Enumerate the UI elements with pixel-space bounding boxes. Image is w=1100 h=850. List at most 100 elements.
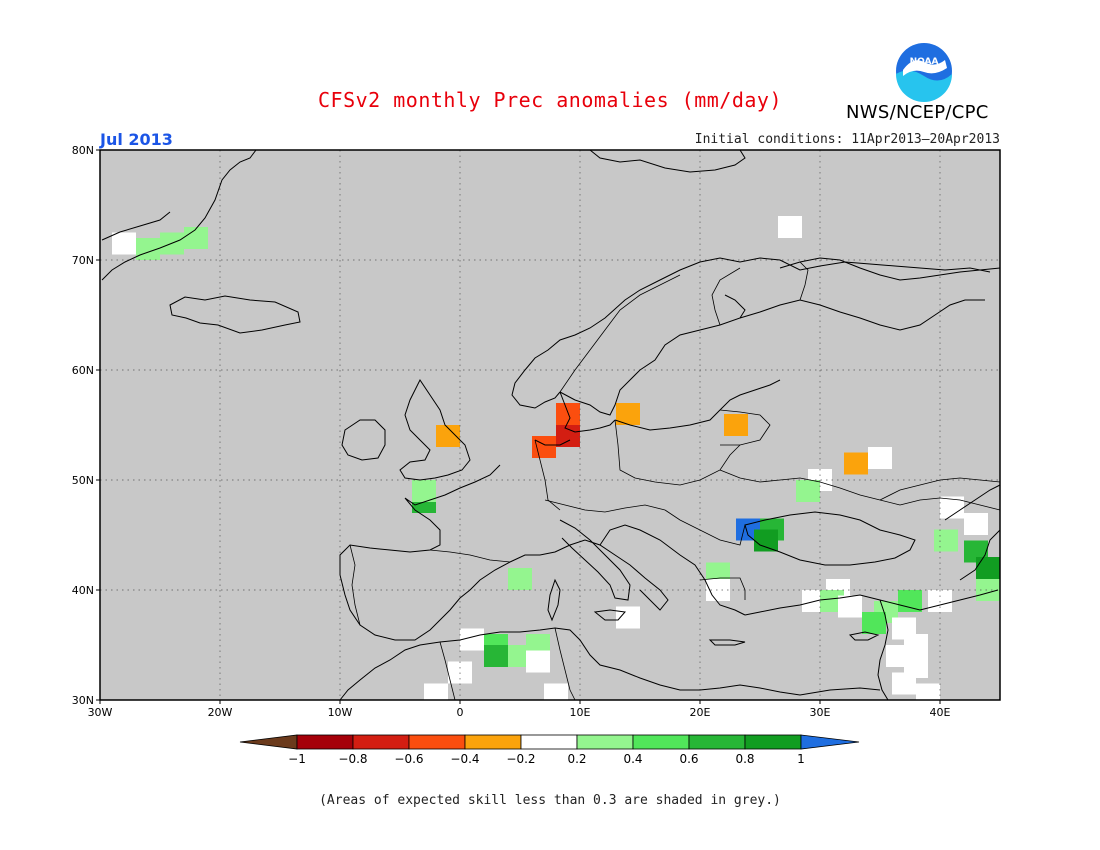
anomaly-cell	[526, 650, 550, 673]
coast-anatolia	[744, 589, 999, 616]
map-title: CFSv2 monthly Prec anomalies (mm/day)	[317, 88, 783, 112]
lon-tick-label: 40E	[930, 706, 951, 719]
lat-tick-label: 70N	[72, 254, 94, 267]
legend-swatch	[296, 734, 354, 750]
lat-tick-label: 80N	[72, 144, 94, 157]
coast-mediterranean-north	[509, 524, 746, 616]
coast-sicily	[593, 609, 626, 621]
anomaly-cell	[544, 683, 568, 706]
border-poland	[614, 419, 741, 486]
coast-greenland	[101, 149, 257, 281]
anomaly-cell	[112, 232, 136, 255]
border-france-spain	[429, 549, 511, 563]
anomaly-cell	[844, 452, 868, 475]
lat-tick-label: 40N	[72, 584, 94, 597]
legend-left-arrow	[239, 734, 298, 750]
anomaly-cell	[976, 557, 1000, 579]
lat-tick-label: 30N	[72, 694, 94, 707]
legend-label: 0.2	[567, 752, 586, 766]
border-caucasus	[899, 497, 1001, 511]
color-legend: −1 −0.8 −0.6 −0.4 −0.2 0.2 0.4 0.6 0.8 1	[239, 734, 860, 766]
legend-label: 1	[797, 752, 805, 766]
anomaly-cell	[184, 227, 208, 249]
anomaly-cell	[616, 403, 640, 425]
lon-tick-label: 10E	[570, 706, 591, 719]
lon-tick-label: 0	[457, 706, 464, 719]
legend-swatch	[352, 734, 410, 750]
anomaly-cell	[898, 590, 922, 612]
anomaly-cell	[838, 595, 862, 618]
coast-denmark-germany	[534, 391, 616, 446]
legend-label: −0.8	[338, 752, 367, 766]
border-germany-france	[534, 439, 561, 511]
legend-swatch	[464, 734, 522, 750]
anomaly-cell	[556, 425, 580, 447]
lon-tick-label: 20E	[690, 706, 711, 719]
anomaly-cell	[532, 436, 556, 458]
legend-swatch	[576, 734, 634, 750]
coast-caspian	[944, 484, 1001, 581]
anomaly-cell	[916, 683, 940, 706]
border-finland-russia	[799, 261, 809, 301]
country-borders	[349, 261, 1001, 701]
coastlines	[101, 149, 1001, 701]
border-russia-kaz	[879, 477, 1001, 501]
map-frame	[99, 149, 1001, 701]
coast-black-sea	[744, 511, 916, 566]
border-greece	[699, 577, 746, 600]
coast-iceland	[169, 295, 301, 334]
skill-footnote: (Areas of expected skill less than 0.3 a…	[319, 793, 781, 808]
legend-swatch	[520, 734, 578, 750]
coast-kola-whitesea	[779, 257, 1001, 281]
month-label: Jul 2013	[100, 130, 173, 149]
legend-swatch	[688, 734, 746, 750]
anomaly-cell	[964, 513, 988, 535]
anomaly-cell	[424, 683, 448, 706]
coast-corsica-sardinia	[547, 578, 561, 622]
anomaly-cell	[508, 568, 532, 590]
coast-baltic-sweden	[559, 294, 746, 416]
anomaly-cell	[892, 672, 916, 695]
border-ukraine	[719, 469, 901, 506]
border-balkans	[664, 509, 746, 546]
legend-label: 0.4	[623, 752, 642, 766]
legend-label: −1	[288, 752, 306, 766]
noaa-logo: NOAA	[893, 40, 955, 102]
legend-label: −0.2	[506, 752, 535, 766]
anomaly-cell	[754, 529, 778, 552]
lat-tick-label: 60N	[72, 364, 94, 377]
border-maghreb	[439, 627, 576, 701]
anomaly-cell	[940, 496, 964, 519]
legend-label: 0.8	[735, 752, 754, 766]
coast-italy	[559, 519, 631, 601]
coast-crete	[708, 639, 746, 646]
lon-tick-label: 30E	[810, 706, 831, 719]
coast-levant	[877, 599, 889, 701]
anomaly-cell	[868, 447, 892, 469]
lon-tick-label: 10W	[328, 706, 353, 719]
legend-label: 0.6	[679, 752, 698, 766]
coast-north-africa	[339, 627, 881, 701]
initial-conditions-label: Initial conditions: 11Apr2013–20Apr2013	[694, 132, 1000, 147]
coast-norway	[511, 257, 991, 409]
anomaly-cell	[934, 529, 958, 552]
border-alps	[544, 499, 666, 513]
legend-swatch	[744, 734, 802, 750]
anomaly-cell	[436, 425, 460, 447]
legend-swatch	[408, 734, 466, 750]
coast-svalbard	[589, 149, 746, 173]
anomaly-cell	[862, 612, 886, 634]
border-norway-sweden	[559, 274, 681, 393]
legend-label: −0.4	[450, 752, 479, 766]
legend-right-arrow	[800, 734, 860, 750]
map-gridlines	[100, 150, 1000, 700]
map-axis-ticks: 30N 40N 50N 60N 70N 80N 30W 20W 10W 0 10E 20E 30E 40E	[72, 144, 951, 719]
anomaly-cell	[484, 645, 508, 667]
coast-british-isles	[399, 379, 471, 481]
legend-swatch	[632, 734, 690, 750]
anomaly-cell	[778, 216, 802, 238]
lon-tick-label: 30W	[88, 706, 113, 719]
anomaly-cell	[460, 628, 484, 651]
anomaly-cell	[724, 414, 748, 436]
